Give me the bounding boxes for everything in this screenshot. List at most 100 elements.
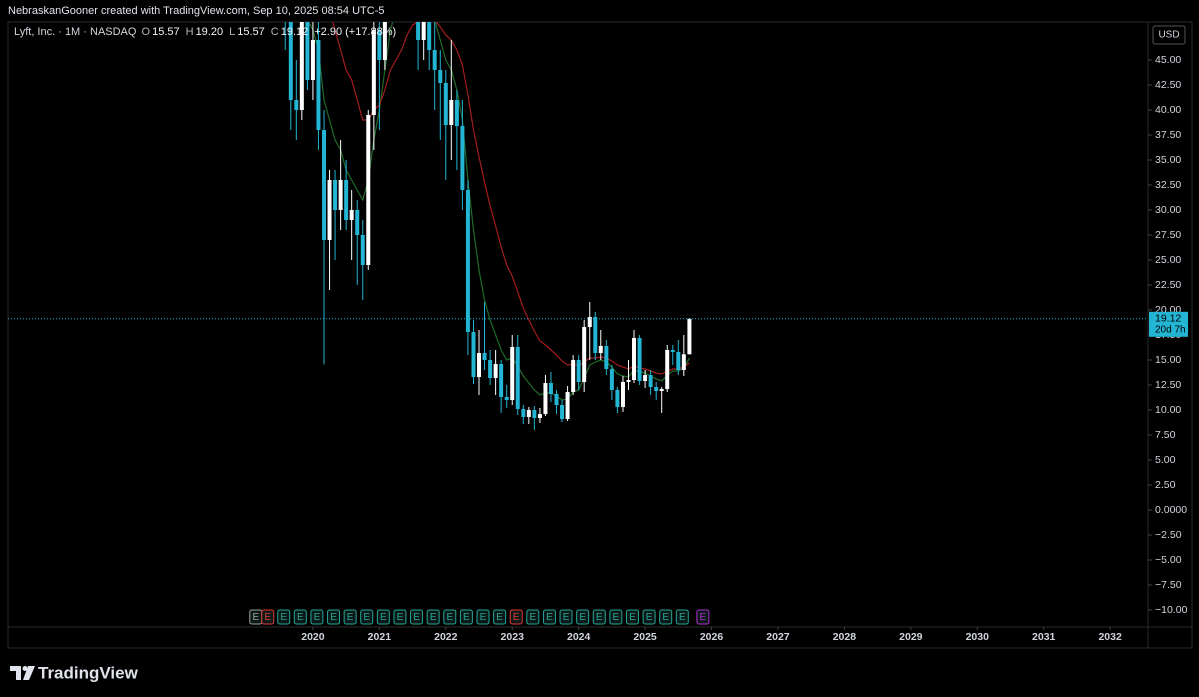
candle-body xyxy=(681,354,686,370)
candle-body xyxy=(632,338,637,380)
candle-body xyxy=(643,375,648,381)
candle-body xyxy=(598,346,603,353)
legend-change: +2.90 (+17.88%) xyxy=(314,26,397,38)
candle-body xyxy=(288,22,293,100)
y-tick-label: 40.00 xyxy=(1155,104,1181,116)
earnings-marker xyxy=(675,609,689,625)
earnings-label: E xyxy=(430,612,437,623)
candle-body xyxy=(554,394,559,405)
earnings-marker xyxy=(609,609,623,625)
candle-body xyxy=(294,100,299,110)
earnings-marker xyxy=(443,609,457,625)
x-tick-label: 2028 xyxy=(833,631,857,643)
y-tick-label: 32.50 xyxy=(1155,179,1181,191)
candle-body xyxy=(593,317,598,353)
y-tick-label: 27.50 xyxy=(1155,229,1181,241)
x-tick-label: 2021 xyxy=(368,631,392,643)
candle-body xyxy=(521,409,526,417)
y-tick-label: 2.50 xyxy=(1155,479,1176,491)
earnings-label: E xyxy=(579,612,586,623)
legend-value: 15.57 xyxy=(152,26,180,38)
candle-body xyxy=(532,410,537,418)
earnings-marker xyxy=(426,609,440,625)
y-tick-label: 45.00 xyxy=(1155,54,1181,66)
earnings-marker xyxy=(376,609,390,625)
symbol: Lyft, Inc. · 1M · NASDAQ xyxy=(14,26,137,38)
candle-body xyxy=(637,338,642,381)
earnings-label: E xyxy=(613,612,620,623)
y-tick-label: −10.00 xyxy=(1155,604,1188,616)
y-tick-label: 22.50 xyxy=(1155,279,1181,291)
x-tick-label: 2029 xyxy=(899,631,923,643)
earnings-label: E xyxy=(280,612,287,623)
y-tick-label: 35.00 xyxy=(1155,154,1181,166)
candle-body xyxy=(620,382,625,407)
candle-body xyxy=(322,130,327,240)
last-price-box xyxy=(1149,311,1188,337)
candle-body xyxy=(609,369,614,390)
earnings-label: E xyxy=(397,612,404,623)
candle-body xyxy=(565,392,570,419)
earnings-marker xyxy=(659,609,673,625)
candle-body xyxy=(360,235,365,265)
y-tick-label: 25.00 xyxy=(1155,254,1181,266)
earnings-marker xyxy=(261,609,275,625)
candle-body xyxy=(416,22,421,40)
candle-body xyxy=(366,115,371,265)
earnings-label: E xyxy=(646,612,653,623)
candle-body xyxy=(537,414,542,418)
legend-key: O xyxy=(141,26,151,38)
earnings-label: E xyxy=(700,612,707,623)
candle-body xyxy=(471,332,476,377)
currency[interactable]: USD xyxy=(1158,30,1179,41)
y-tick-label: 12.50 xyxy=(1155,379,1181,391)
earnings-label: E xyxy=(314,612,321,623)
earnings-label: E xyxy=(496,612,503,623)
moving-average xyxy=(307,22,690,401)
earnings-marker xyxy=(393,609,407,625)
candle-body xyxy=(438,70,443,83)
earnings-marker xyxy=(476,609,490,625)
x-tick-label: 2030 xyxy=(966,631,990,643)
x-tick-label: 2024 xyxy=(567,631,591,643)
x-tick-label: 2023 xyxy=(501,631,525,643)
candle-body xyxy=(676,352,681,370)
earnings-marker xyxy=(277,609,291,625)
earnings-label: E xyxy=(546,612,553,623)
candle-body xyxy=(493,364,498,378)
earnings-label: E xyxy=(330,612,337,623)
legend-key: L xyxy=(229,26,236,38)
earnings-label: E xyxy=(264,612,271,623)
x-tick-label: 2027 xyxy=(766,631,790,643)
countdown: 20d 7h xyxy=(1155,324,1186,335)
candle-body xyxy=(327,180,332,240)
candle-body xyxy=(382,22,387,60)
x-tick-label: 2031 xyxy=(1032,631,1056,643)
earnings-marker xyxy=(327,609,341,625)
earnings-marker xyxy=(526,609,540,625)
candle-body xyxy=(432,50,437,70)
currency-box[interactable] xyxy=(1152,25,1186,45)
earnings-label: E xyxy=(297,612,304,623)
earnings-marker xyxy=(696,609,710,625)
candle-body xyxy=(543,383,548,414)
candle-body xyxy=(626,380,631,382)
candle-body xyxy=(349,210,354,220)
x-tick-label: 2026 xyxy=(700,631,724,643)
chart-frame xyxy=(7,21,1193,649)
candle-body xyxy=(305,22,310,80)
candle-body xyxy=(526,410,531,417)
legend-value: 15.57 xyxy=(237,26,265,38)
candle-body xyxy=(465,190,470,332)
earnings-label: E xyxy=(380,612,387,623)
earnings-marker xyxy=(542,609,556,625)
candle-body xyxy=(670,350,675,352)
candle-body xyxy=(299,22,304,110)
candle-body xyxy=(560,405,565,419)
candle-body xyxy=(665,350,670,389)
candle-body xyxy=(648,375,653,387)
credit: NebraskanGooner created with TradingView… xyxy=(8,5,384,17)
